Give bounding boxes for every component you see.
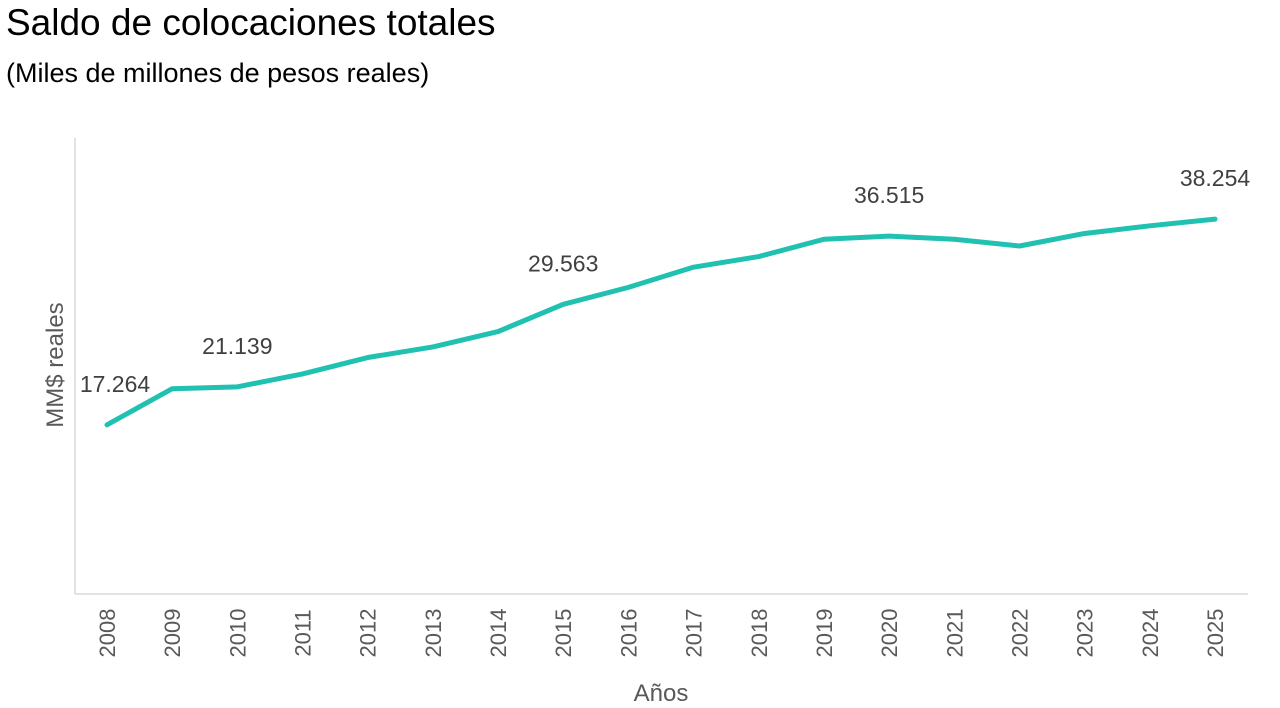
x-tick-label: 2008: [95, 609, 120, 658]
x-tick-label: 2015: [551, 609, 576, 658]
x-tick-label: 2024: [1138, 609, 1163, 658]
x-tick-label: 2021: [942, 609, 967, 658]
x-tick-label: 2020: [877, 609, 902, 658]
data-label: 29.563: [528, 250, 598, 276]
y-axis-title: MM$ reales: [42, 302, 69, 427]
data-label: 17.264: [80, 371, 151, 397]
data-label: 21.139: [202, 333, 272, 359]
x-tick-label: 2018: [747, 609, 772, 658]
data-label: 36.515: [854, 182, 924, 208]
x-axis-title: Años: [634, 680, 689, 707]
x-tick-label: 2017: [682, 609, 707, 658]
x-tick-label: 2016: [616, 609, 641, 658]
x-tick-label: 2011: [291, 609, 316, 656]
x-tick-label: 2009: [160, 609, 185, 658]
x-tick-label: 2013: [421, 609, 446, 658]
x-tick-label: 2019: [812, 609, 837, 658]
series-line: [104, 216, 1218, 428]
x-tick-label: 2023: [1073, 609, 1098, 658]
x-tick-label: 2022: [1007, 609, 1032, 658]
x-tick-label: 2025: [1203, 609, 1228, 658]
x-tick-label: 2010: [225, 609, 250, 658]
x-tick-label: 2012: [356, 609, 381, 658]
x-tick-label: 2014: [486, 609, 511, 658]
chart-title: Saldo de colocaciones totales: [6, 2, 496, 43]
chart-subtitle: (Miles de millones de pesos reales): [6, 58, 430, 88]
data-label: 38.254: [1180, 165, 1251, 191]
